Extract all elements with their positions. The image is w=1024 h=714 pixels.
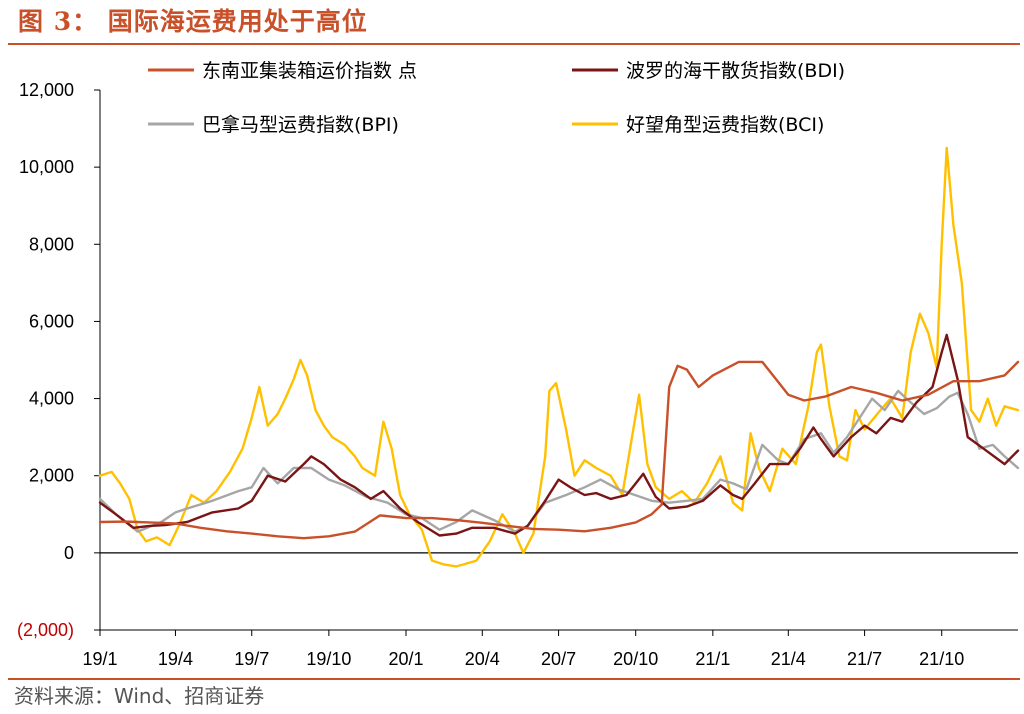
y-axis: (2,000) 0 2,000 4,000 6,000 8,000 10,000 12,000 — [17, 80, 101, 640]
x-tick-label: 20/7 — [541, 649, 576, 669]
legend-label: 巴拿马型运费指数(BPI) — [202, 113, 399, 136]
legend-label: 好望角型运费指数(BCI) — [626, 114, 824, 136]
y-tick-label: 6,000 — [29, 311, 74, 331]
x-tick-label: 21/4 — [771, 649, 806, 669]
x-tick-label: 20/1 — [388, 649, 423, 669]
series-lines — [98, 146, 1020, 568]
y-tick-label: 0 — [64, 543, 74, 563]
legend-label: 东南亚集装箱运价指数 点 — [202, 60, 417, 82]
x-tick-label: 19/7 — [234, 649, 269, 669]
line-chart: (2,000) 0 2,000 4,000 6,000 8,000 10,000 12,000… — [17, 60, 1020, 669]
legend-label: 波罗的海干散货指数(BDI) — [626, 60, 845, 82]
y-tick-label: 10,000 — [19, 157, 74, 177]
x-tick-label: 21/10 — [919, 649, 964, 669]
x-tick-label: 20/4 — [465, 649, 500, 669]
title-divider — [8, 43, 1020, 45]
series-line-4 — [98, 146, 1020, 568]
y-tick-label: 2,000 — [29, 466, 74, 486]
x-tick-label: 19/10 — [306, 649, 351, 669]
x-tick-label: 21/7 — [847, 649, 882, 669]
footer-divider — [8, 678, 1020, 680]
y-tick-label: 8,000 — [29, 234, 74, 254]
x-tick-label: 21/1 — [695, 649, 730, 669]
x-axis: 19/1 19/4 19/7 19/10 20/1 20/4 20/7 20/10 21/1 21… — [82, 629, 1018, 669]
series-line-1 — [98, 360, 1020, 540]
source-note: 资料来源：Wind、招商证券 — [14, 684, 265, 708]
legend: 东南亚集装箱运价指数 点 波罗的海干散货指数(BDI) 巴拿马型运费指数(BPI) 好… — [148, 60, 845, 136]
figure-title: 图 3： 国际海运费用处于高位 — [18, 7, 368, 36]
y-tick-label: 4,000 — [29, 389, 74, 409]
x-tick-label: 19/4 — [158, 649, 193, 669]
x-tick-label: 19/1 — [82, 649, 117, 669]
y-tick-label: (2,000) — [17, 620, 74, 640]
y-tick-label: 12,000 — [19, 80, 74, 100]
series-line-2 — [98, 333, 1020, 537]
x-tick-label: 20/10 — [613, 649, 658, 669]
